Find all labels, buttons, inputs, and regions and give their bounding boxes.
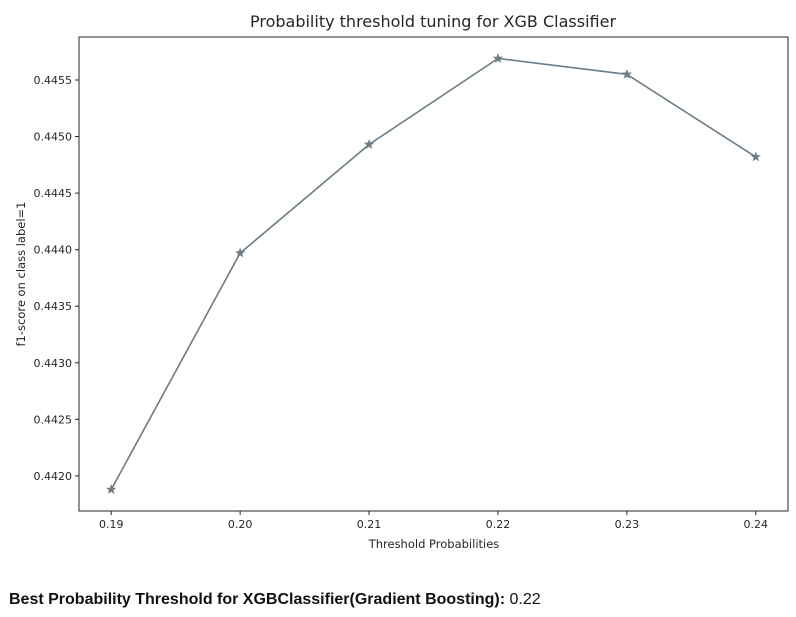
line-chart: Probability threshold tuning for XGB Cla… <box>14 12 789 551</box>
y-axis-label: f1-score on class label=1 <box>14 201 28 346</box>
data-point-star <box>106 484 117 494</box>
y-tick-label: 0.4435 <box>34 300 73 313</box>
series-layer <box>106 53 761 494</box>
x-tick-label: 0.23 <box>615 518 640 531</box>
data-point-star <box>234 247 246 258</box>
plot-area <box>78 36 789 512</box>
data-point-star <box>750 151 761 162</box>
chart-title: Probability threshold tuning for XGB Cla… <box>250 12 616 31</box>
y-tick-label: 0.4455 <box>34 74 73 87</box>
x-axis-label: Threshold Probabilities <box>368 537 500 551</box>
series-line <box>110 57 757 490</box>
x-tick-label: 0.21 <box>357 518 382 531</box>
axis-ticks: 0.19 0.20 0.21 0.22 0.23 0.24 0.4420 0.4425 0.44… <box>34 74 769 531</box>
x-tick-label: 0.22 <box>486 518 511 531</box>
y-tick-label: 0.4430 <box>34 357 73 370</box>
y-tick-label: 0.4440 <box>34 244 73 257</box>
best-threshold-label: Best Probability Threshold for XGBClassi… <box>9 591 506 608</box>
data-point-star <box>492 53 504 63</box>
x-tick-label: 0.20 <box>228 518 253 531</box>
data-point-star <box>363 138 375 149</box>
y-tick-label: 0.4450 <box>34 131 73 144</box>
best-threshold-result: Best Probability Threshold for XGBClassi… <box>9 591 541 609</box>
y-tick-label: 0.4445 <box>34 187 73 200</box>
x-tick-label: 0.24 <box>744 518 769 531</box>
y-tick-label: 0.4420 <box>34 470 73 483</box>
x-tick-label: 0.19 <box>99 518 124 531</box>
data-point-star <box>621 68 633 79</box>
y-tick-label: 0.4425 <box>34 413 73 426</box>
best-threshold-value: 0.22 <box>509 591 541 608</box>
